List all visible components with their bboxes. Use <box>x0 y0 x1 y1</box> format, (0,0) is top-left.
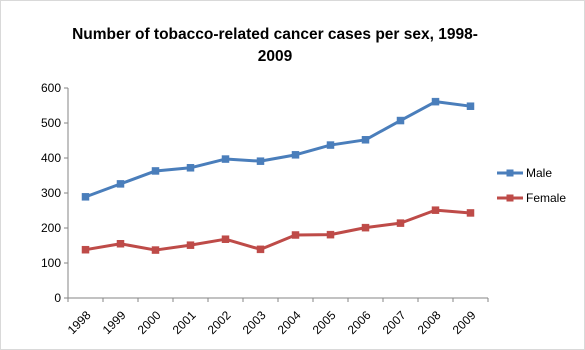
data-point-male <box>221 155 230 163</box>
y-tick-label: 100 <box>41 256 61 270</box>
data-point-female <box>326 230 335 239</box>
x-tick-label: 1999 <box>100 308 129 337</box>
x-tick-label: 2007 <box>380 308 409 337</box>
x-tick-label: 2000 <box>135 308 164 337</box>
x-tick-label: 2006 <box>345 308 374 337</box>
y-tick-label: 400 <box>41 151 61 165</box>
y-tick-label: 300 <box>41 186 61 200</box>
x-tick-label: 2008 <box>415 308 444 337</box>
y-tick-label: 0 <box>54 291 61 305</box>
data-point-female <box>396 219 405 227</box>
data-point-female <box>256 245 265 254</box>
data-point-male <box>361 136 370 144</box>
data-point-male <box>256 157 265 165</box>
x-tick-label: 2005 <box>310 308 339 337</box>
x-tick-label: 1998 <box>65 308 94 337</box>
chart-title: Number of tobacco-related cancer cases p… <box>72 26 478 65</box>
series-layer <box>81 97 475 254</box>
data-point-male <box>326 141 335 149</box>
data-point-female <box>431 206 440 214</box>
data-point-female <box>466 209 475 217</box>
data-point-male <box>466 102 475 110</box>
data-point-male <box>186 164 195 172</box>
data-point-male <box>81 193 90 201</box>
y-tick-label: 200 <box>41 221 61 235</box>
data-point-female <box>221 235 230 243</box>
y-tick-label: 500 <box>41 116 61 130</box>
data-point-male <box>116 180 125 188</box>
data-point-female <box>186 241 195 249</box>
data-point-female <box>151 246 160 254</box>
y-tick-label: 600 <box>41 81 61 95</box>
legend-marker-female <box>506 194 514 202</box>
legend: Male Female <box>497 166 566 205</box>
x-tick-label: 2004 <box>275 308 304 337</box>
x-tick-label: 2003 <box>240 308 269 337</box>
legend-label-female: Female <box>526 191 566 205</box>
x-tick-label: 2002 <box>205 308 234 337</box>
x-tick-label: 2009 <box>450 308 479 337</box>
data-point-female <box>291 231 300 239</box>
series-line-male <box>84 100 472 199</box>
data-point-male <box>431 97 440 106</box>
legend-marker-male <box>506 169 514 177</box>
data-point-male <box>396 116 405 125</box>
data-point-female <box>116 240 125 248</box>
data-point-male <box>291 151 300 159</box>
data-point-female <box>81 245 90 254</box>
legend-label-male: Male <box>526 166 552 180</box>
data-point-female <box>361 223 370 232</box>
data-point-male <box>151 167 160 175</box>
x-tick-label: 2001 <box>170 308 199 337</box>
series-line-female <box>84 208 472 252</box>
